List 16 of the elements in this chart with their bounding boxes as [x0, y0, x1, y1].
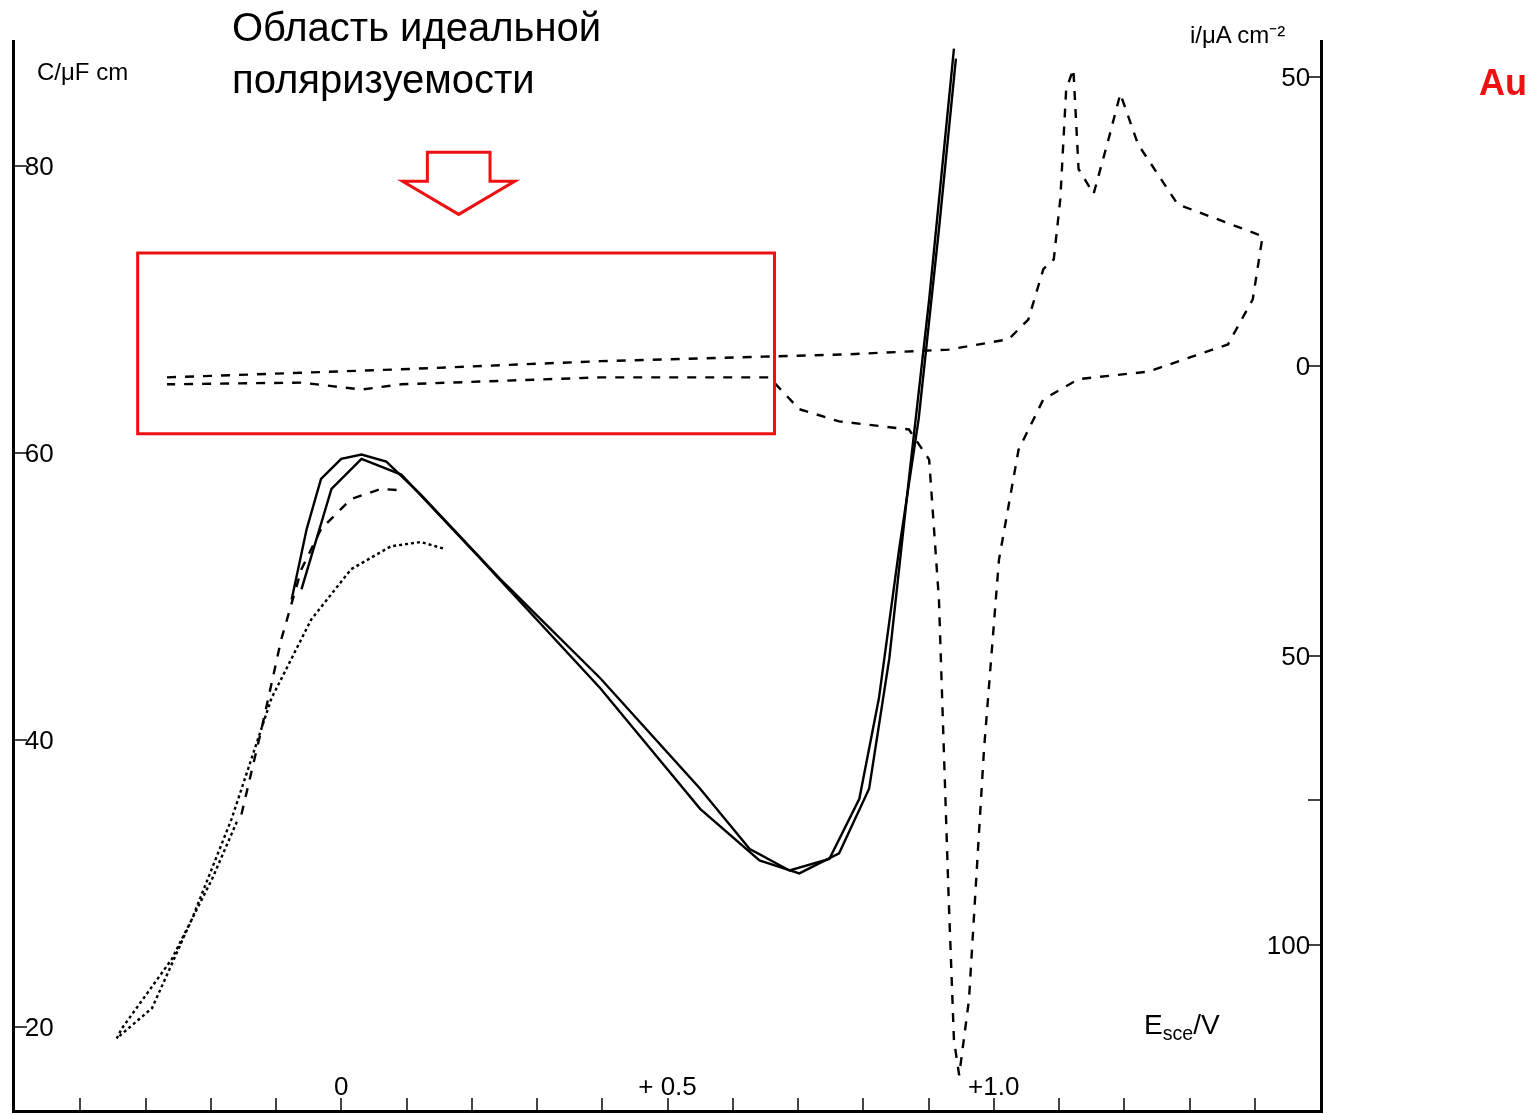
- y-tick-label: 60: [24, 438, 54, 469]
- y2-tick-label: 50: [1281, 640, 1311, 671]
- y-tick-label: 20: [24, 1011, 54, 1042]
- y-tick-label: 80: [24, 151, 54, 182]
- y2-tick-label: 100: [1266, 930, 1311, 961]
- y-tick-label: 40: [24, 725, 54, 756]
- y2-tick-label: 0: [1295, 351, 1311, 382]
- x-tick-label: 0: [334, 1071, 349, 1101]
- chart-title: Область идеальной поляризуемости: [232, 5, 602, 101]
- text: Au: [1479, 62, 1527, 103]
- y2-tick-label: 50: [1281, 62, 1311, 93]
- y2-axis-title: i/μA cm⁻²: [1190, 21, 1286, 48]
- x-axis-title: E$_{sce}$/V: [1144, 1009, 1220, 1044]
- x-tick-label: + 0.5: [638, 1071, 697, 1101]
- y-axis-title: C/μF cm: [37, 58, 129, 85]
- x-tick-label: +1.0: [968, 1071, 1020, 1101]
